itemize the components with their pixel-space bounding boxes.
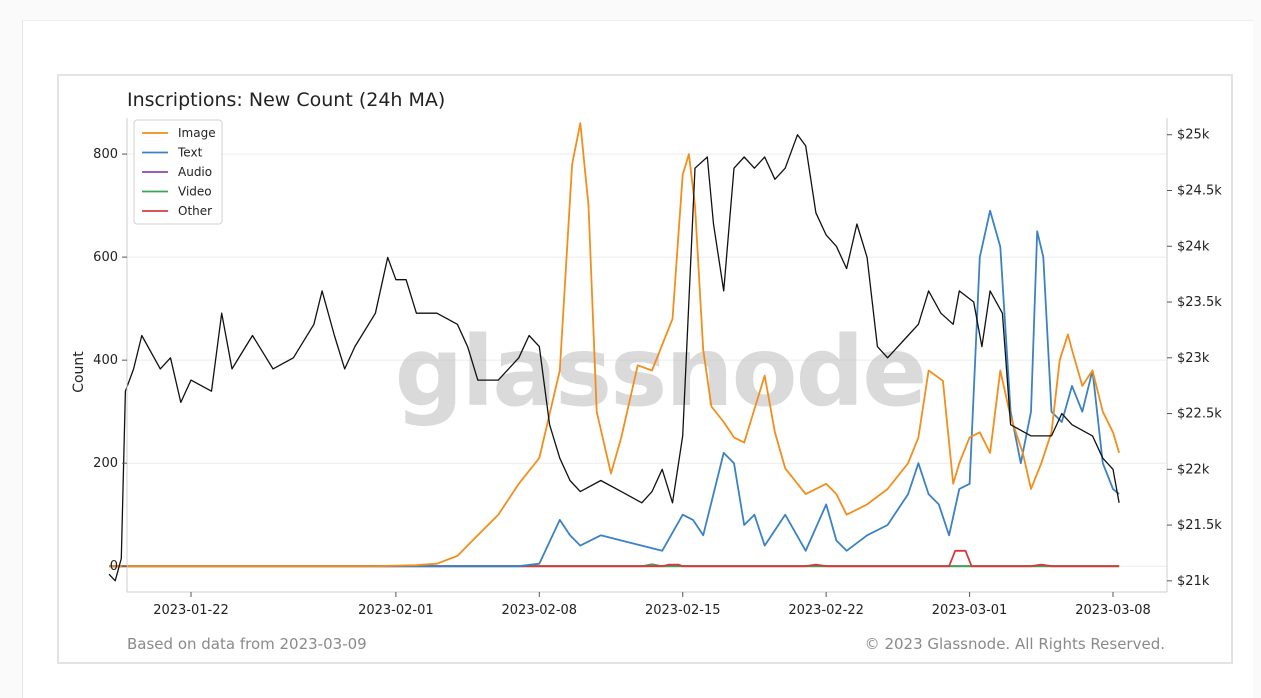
data-date-note: Based on data from 2023-03-09 bbox=[127, 635, 367, 653]
y-right-tick-label: $24.5k bbox=[1177, 183, 1222, 198]
x-tick-label: 2023-01-22 bbox=[153, 603, 229, 618]
legend-box bbox=[133, 119, 223, 225]
legend-label-other: Other bbox=[178, 204, 212, 218]
chart-title: Inscriptions: New Count (24h MA) bbox=[127, 89, 445, 111]
copyright-note: © 2023 Glassnode. All Rights Reserved. bbox=[865, 635, 1165, 653]
x-tick-label: 2023-03-01 bbox=[932, 603, 1008, 618]
legend-label-audio: Audio bbox=[178, 165, 212, 179]
y-axis-label: Count bbox=[71, 351, 87, 393]
y-axis-right-ticks: $21k $21.5k $22k $22.5k $23k $23.5k $24k $24.5k… bbox=[1167, 128, 1222, 589]
axes bbox=[126, 118, 1168, 593]
y-right-tick-label: $23.5k bbox=[1177, 295, 1222, 310]
series-btc-price-line bbox=[108, 134, 1120, 582]
glassnode-watermark: glassnode bbox=[395, 316, 926, 428]
y-left-tick-label: 600 bbox=[93, 250, 118, 265]
series-text-line bbox=[109, 209, 1120, 568]
y-left-tick-label: 200 bbox=[93, 456, 118, 471]
y-right-tick-label: $21k bbox=[1177, 574, 1210, 589]
y-right-tick-label: $22.5k bbox=[1177, 407, 1222, 422]
y-left-tick-label: 400 bbox=[93, 353, 118, 368]
legend-label-video: Video bbox=[178, 185, 212, 199]
x-tick-label: 2023-02-01 bbox=[358, 603, 434, 618]
legend: Image Text Audio Video Other bbox=[133, 119, 223, 225]
legend-label-text: Text bbox=[177, 146, 203, 160]
y-axis-left-ticks: 0 200 400 600 800 bbox=[93, 147, 127, 574]
x-tick-label: 2023-02-15 bbox=[645, 603, 721, 618]
x-axis-ticks: 2023-01-22 2023-02-01 2023-02-08 2023-02-15… bbox=[153, 592, 1151, 618]
series-other-line bbox=[109, 549, 1120, 568]
series-lines bbox=[108, 122, 1120, 582]
x-tick-label: 2023-02-08 bbox=[502, 603, 578, 618]
x-tick-label: 2023-02-22 bbox=[788, 603, 864, 618]
series-image-line bbox=[109, 122, 1120, 568]
y-right-tick-label: $24k bbox=[1177, 239, 1210, 254]
y-left-tick-label: 0 bbox=[110, 559, 118, 574]
x-tick-label: 2023-03-08 bbox=[1075, 603, 1151, 618]
y-right-tick-label: $23k bbox=[1177, 351, 1210, 366]
y-right-tick-label: $22k bbox=[1177, 462, 1210, 477]
y-right-tick-label: $21.5k bbox=[1177, 518, 1222, 533]
y-left-tick-label: 800 bbox=[93, 147, 118, 162]
legend-label-image: Image bbox=[178, 126, 216, 140]
y-right-tick-label: $25k bbox=[1177, 128, 1210, 143]
